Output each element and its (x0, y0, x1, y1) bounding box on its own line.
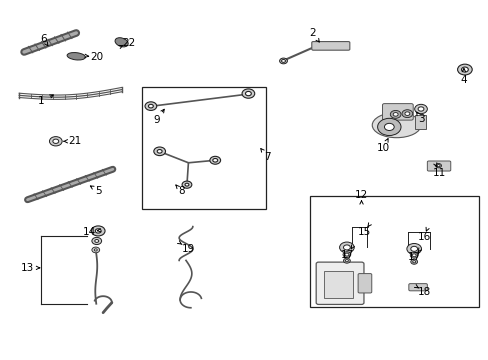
Text: 8: 8 (178, 186, 184, 196)
Circle shape (339, 242, 353, 253)
Circle shape (212, 158, 217, 162)
Text: 14: 14 (82, 227, 96, 237)
Circle shape (184, 183, 188, 186)
Circle shape (343, 258, 349, 263)
Circle shape (410, 246, 417, 251)
FancyBboxPatch shape (357, 274, 371, 293)
Circle shape (457, 64, 471, 75)
Circle shape (392, 113, 397, 116)
Circle shape (95, 229, 101, 233)
Ellipse shape (115, 38, 128, 47)
Circle shape (91, 226, 105, 236)
Text: 3: 3 (417, 114, 424, 124)
Text: 6: 6 (40, 35, 47, 44)
Circle shape (182, 181, 191, 188)
Circle shape (92, 237, 102, 244)
Circle shape (343, 245, 349, 250)
Circle shape (384, 123, 393, 131)
Bar (310, 196, 478, 307)
Text: 19: 19 (182, 244, 195, 254)
Circle shape (49, 136, 62, 146)
Circle shape (377, 118, 400, 135)
Text: 22: 22 (122, 38, 135, 48)
Circle shape (94, 249, 97, 251)
Circle shape (389, 111, 400, 118)
Circle shape (404, 112, 409, 116)
Circle shape (95, 239, 99, 242)
Circle shape (435, 163, 441, 168)
FancyBboxPatch shape (311, 41, 349, 50)
Circle shape (154, 147, 165, 156)
Circle shape (242, 89, 254, 98)
Text: 7: 7 (264, 152, 270, 162)
Text: 13: 13 (21, 263, 34, 273)
Circle shape (412, 261, 415, 263)
Text: 1: 1 (37, 96, 44, 106)
Text: 10: 10 (376, 143, 389, 153)
Text: 12: 12 (354, 190, 367, 200)
Circle shape (92, 247, 100, 253)
FancyBboxPatch shape (382, 104, 412, 120)
Text: 9: 9 (153, 115, 160, 125)
Text: 21: 21 (68, 136, 81, 146)
Circle shape (406, 243, 421, 254)
Bar (414, 115, 425, 129)
Circle shape (409, 252, 417, 258)
FancyBboxPatch shape (427, 161, 450, 171)
Circle shape (436, 165, 439, 167)
Text: 4: 4 (460, 75, 466, 85)
Text: 11: 11 (432, 168, 445, 178)
Circle shape (461, 67, 468, 72)
Text: 20: 20 (90, 52, 103, 62)
Circle shape (401, 110, 412, 118)
Circle shape (245, 91, 251, 96)
Circle shape (410, 259, 417, 264)
Ellipse shape (67, 53, 85, 60)
Bar (324, 271, 352, 298)
Circle shape (53, 139, 59, 143)
Circle shape (281, 59, 285, 62)
Circle shape (148, 104, 153, 108)
Bar (142, 87, 266, 209)
Circle shape (417, 107, 423, 111)
Circle shape (279, 58, 287, 64)
Text: 17: 17 (341, 249, 354, 260)
Text: 17: 17 (407, 252, 420, 262)
Ellipse shape (371, 113, 420, 138)
FancyBboxPatch shape (316, 262, 363, 305)
Text: 18: 18 (417, 287, 430, 297)
Text: 16: 16 (416, 232, 430, 242)
Circle shape (145, 102, 157, 111)
FancyBboxPatch shape (408, 284, 427, 291)
Text: 2: 2 (309, 28, 315, 38)
Text: 5: 5 (95, 186, 102, 196)
Circle shape (344, 253, 348, 256)
Circle shape (411, 254, 415, 257)
Circle shape (345, 260, 347, 262)
Circle shape (414, 104, 427, 114)
Circle shape (209, 156, 220, 164)
Text: 15: 15 (357, 227, 370, 237)
Circle shape (342, 252, 350, 257)
Circle shape (157, 149, 162, 153)
